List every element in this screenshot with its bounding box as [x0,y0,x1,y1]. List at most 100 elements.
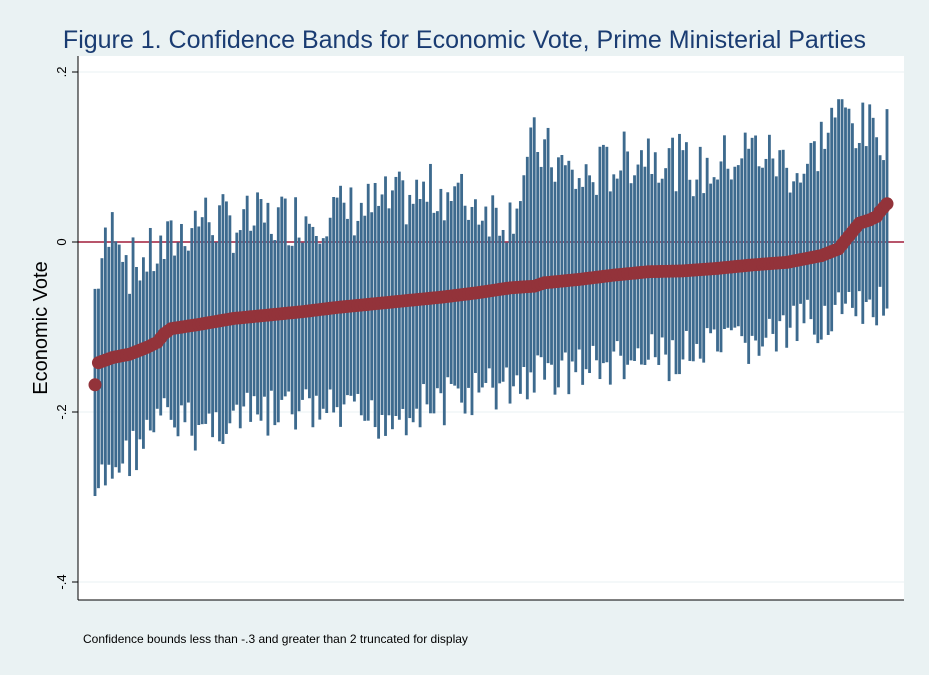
confidence-band [591,182,595,346]
confidence-band [166,221,170,408]
confidence-band [802,173,806,324]
confidence-band [830,107,834,332]
confidence-band [325,236,329,414]
footnote: Confidence bounds less than -.3 and grea… [83,632,468,646]
confidence-band [536,151,540,356]
point-estimate [880,197,894,211]
y-tick-label: -.2 [54,404,69,419]
confidence-band [581,186,585,385]
confidence-band [539,166,543,358]
confidence-band [619,170,623,356]
confidence-band [131,237,135,431]
confidence-band [733,166,737,328]
confidence-band [844,107,847,304]
confidence-band [477,224,481,393]
confidence-band [799,182,802,304]
confidence-band [840,99,844,315]
confidence-band [636,164,640,349]
confidence-band [508,202,512,404]
confidence-band [249,230,253,422]
confidence-band [577,178,581,350]
confidence-band [467,219,470,388]
confidence-band [819,121,823,340]
confidence-band [868,104,872,300]
confidence-band [750,137,754,336]
confidence-band [501,229,505,382]
confidence-band [809,142,813,320]
confidence-band [273,240,277,426]
confidence-band [726,168,730,328]
confidence-band [650,173,654,335]
confidence-band [204,197,208,424]
confidence-band [391,190,394,430]
confidence-band [446,192,450,378]
confidence-band [463,205,467,414]
confidence-band [242,209,246,407]
confidence-band [781,149,785,316]
confidence-band [135,266,138,471]
confidence-band [377,205,381,439]
confidence-band [245,195,249,393]
confidence-band [543,139,547,380]
confidence-band [422,181,425,385]
confidence-band [664,168,668,355]
confidence-band [321,238,325,409]
confidence-band [180,223,183,406]
confidence-band [615,178,619,342]
confidence-band [432,212,436,414]
confidence-band [352,235,356,402]
confidence-band [387,208,391,416]
confidence-band [743,132,747,343]
confidence-band [761,167,764,347]
confidence-band [823,148,827,306]
confidence-band [691,196,695,362]
confidence-band [169,220,173,420]
y-tick-label: .2 [54,67,69,78]
point-layer [88,197,894,392]
confidence-band [238,230,242,429]
confidence-band [833,117,837,305]
confidence-band [736,165,740,327]
confidence-band [771,158,775,334]
confidence-band [211,235,215,438]
confidence-band [297,237,301,412]
confidence-band [474,199,477,373]
axis-layer: .2 0 -.2 -.4 [54,56,904,601]
confidence-band [667,148,671,382]
confidence-band [121,261,125,464]
y-tick-label: 0 [54,238,69,245]
confidence-band [584,164,588,370]
chart-title: Figure 1. Confidence Bands for Economic … [62,26,867,54]
confidence-band [532,117,536,393]
y-tick-label: -.4 [54,574,69,589]
confidence-band [792,181,796,306]
confidence-band [601,144,605,364]
confidence-band [723,135,726,330]
confidence-band [429,163,432,414]
confidence-band [622,131,626,380]
confidence-band [557,157,560,388]
confidence-band [152,271,156,433]
confidence-band [280,196,284,400]
point-estimate [88,378,102,392]
confidence-band [740,158,744,337]
confidence-band [837,99,840,293]
confidence-band [110,212,114,479]
confidence-band [806,163,809,300]
confidence-band [850,123,854,308]
confidence-band [518,201,522,394]
confidence-band [148,227,152,431]
confidence-band [709,183,713,334]
confidence-band [826,132,830,335]
confidence-band [522,175,526,368]
confidence-band [778,150,782,322]
confidence-band [470,206,474,416]
confidence-band [128,293,132,477]
confidence-band [256,192,259,415]
confidence-band [349,187,353,396]
confidence-band [681,150,685,360]
confidence-band [695,179,699,344]
confidence-band [767,134,771,319]
confidence-band [660,178,664,338]
